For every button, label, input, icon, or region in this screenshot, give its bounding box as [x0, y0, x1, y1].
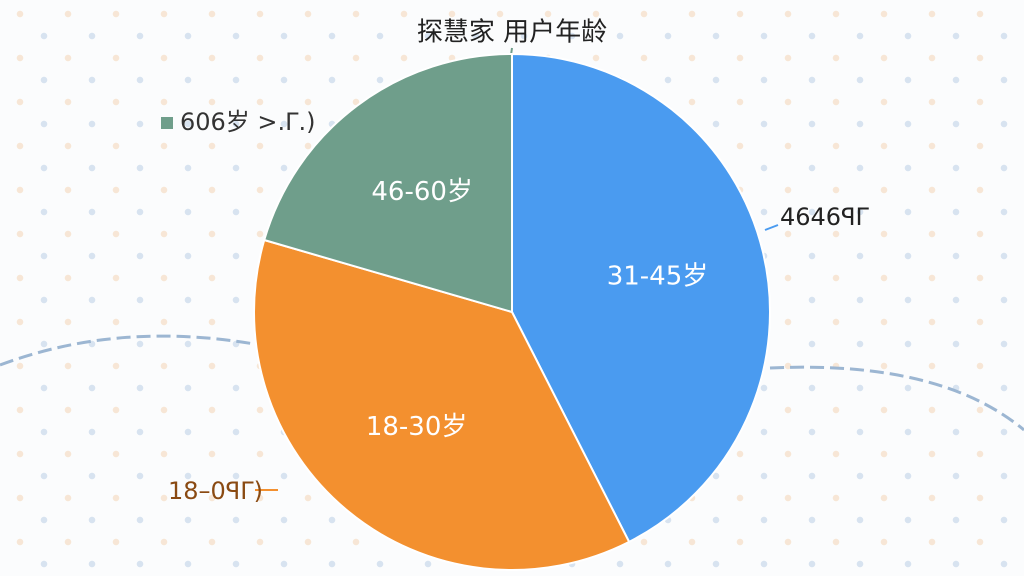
chart-title: 探慧家 用户年龄	[417, 18, 607, 48]
pie-slice	[511, 52, 771, 544]
annotation: 4646ꟼΓ	[780, 203, 870, 231]
slice-label: 18-30岁	[366, 412, 468, 442]
slice-label: 31-45岁	[607, 262, 709, 292]
background-route	[0, 334, 1024, 432]
leader-line	[764, 224, 779, 231]
annotation: 18–0ꟼΓ)	[168, 477, 263, 505]
annotation: 606岁 >.Γ.)	[180, 108, 316, 136]
legend-swatch	[161, 117, 173, 129]
slice-label: 46-60岁	[371, 177, 473, 207]
pie-slice	[253, 238, 631, 571]
pie-slice	[263, 52, 513, 314]
